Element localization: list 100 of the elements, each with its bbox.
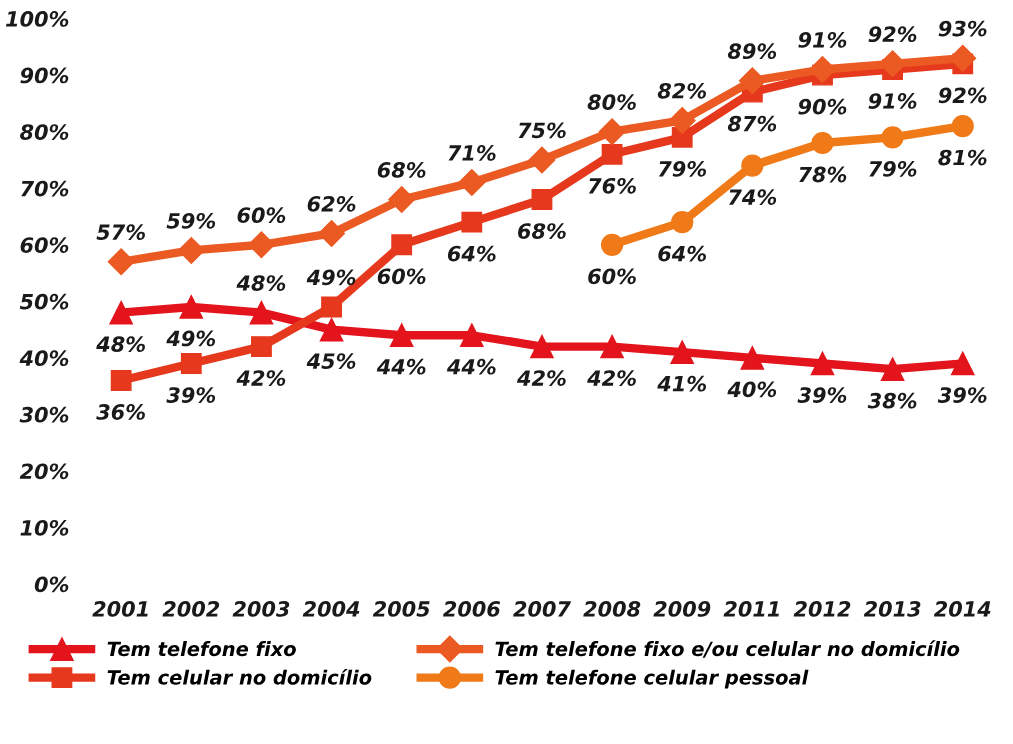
data-label: 49% xyxy=(306,269,356,286)
data-label: 40% xyxy=(727,381,777,398)
x-tick-label: 2009 xyxy=(653,601,711,617)
point xyxy=(740,346,765,370)
data-label: 91% xyxy=(868,93,917,109)
data-label: 79% xyxy=(869,160,917,177)
data-label: 48% xyxy=(96,336,145,353)
legend-label: Tem telefone celular pessoal xyxy=(495,669,809,689)
point xyxy=(949,44,977,72)
y-tick-label: 10% xyxy=(20,519,69,536)
x-tick-label: 2004 xyxy=(302,601,360,617)
point xyxy=(671,211,694,234)
data-label: 93% xyxy=(938,20,987,37)
data-label: 78% xyxy=(799,166,847,183)
data-label: 64% xyxy=(658,245,706,262)
y-tick-label: 90% xyxy=(20,67,69,84)
data-label: 42% xyxy=(587,370,636,386)
data-label: 71% xyxy=(448,145,496,161)
data-label: 60% xyxy=(377,268,426,285)
point xyxy=(461,211,483,233)
legend-label: Tem telefone fixo e/ou celular no domicílio xyxy=(495,640,960,658)
x-tick-label: 2008 xyxy=(583,601,641,617)
point xyxy=(741,154,764,177)
data-label: 91% xyxy=(798,32,847,48)
point xyxy=(251,336,272,357)
data-label: 49% xyxy=(166,330,216,347)
point xyxy=(601,143,623,165)
point xyxy=(810,351,835,376)
point xyxy=(249,300,274,325)
legend-label: Tem telefone fixo xyxy=(107,641,296,657)
point xyxy=(598,118,626,146)
data-label: 76% xyxy=(588,177,636,194)
data-label: 38% xyxy=(867,392,917,409)
x-tick-label: 2011 xyxy=(723,601,779,617)
data-label: 82% xyxy=(657,82,706,99)
point xyxy=(670,340,695,365)
point xyxy=(811,131,834,155)
point xyxy=(319,317,344,342)
y-tick-label: 30% xyxy=(19,406,69,423)
point xyxy=(107,248,135,276)
y-tick-label: 20% xyxy=(19,463,69,480)
data-label: 42% xyxy=(517,370,566,386)
point xyxy=(460,323,484,348)
point xyxy=(600,334,624,359)
x-tick-label: 2014 xyxy=(933,601,991,617)
data-label: 60% xyxy=(588,268,636,285)
point xyxy=(109,300,133,325)
x-tick-label: 2003 xyxy=(232,601,290,617)
y-tick-label: 50% xyxy=(19,293,69,310)
point xyxy=(738,67,766,95)
data-label: 39% xyxy=(166,387,216,403)
point xyxy=(528,146,556,174)
data-label: 80% xyxy=(587,94,636,110)
data-label: 87% xyxy=(727,115,777,132)
point xyxy=(458,169,486,197)
point xyxy=(950,351,975,376)
data-label: 48% xyxy=(236,275,286,291)
point xyxy=(600,233,624,256)
data-label: 59% xyxy=(166,212,216,229)
data-label: 39% xyxy=(797,387,847,403)
data-label: 42% xyxy=(236,370,286,386)
x-tick-label: 2013 xyxy=(863,601,921,617)
point xyxy=(247,231,275,259)
y-tick-label: 60% xyxy=(20,237,69,254)
data-label: 39% xyxy=(937,387,987,403)
point xyxy=(177,236,205,264)
data-label: 44% xyxy=(376,358,426,375)
x-tick-label: 2001 xyxy=(92,601,148,617)
point xyxy=(321,296,342,318)
data-label: 68% xyxy=(518,223,566,239)
x-tick-label: 2007 xyxy=(513,601,571,617)
x-tick-label: 2012 xyxy=(793,601,851,617)
point xyxy=(389,323,414,348)
y-tick-label: 0% xyxy=(34,576,69,593)
data-label: 68% xyxy=(377,162,426,178)
point xyxy=(951,114,974,138)
point xyxy=(530,334,554,359)
data-label: 90% xyxy=(798,98,847,115)
point xyxy=(881,126,904,149)
data-label: 57% xyxy=(96,224,145,241)
point xyxy=(531,189,553,210)
y-tick-label: 80% xyxy=(20,124,69,140)
x-tick-label: 2005 xyxy=(372,601,430,617)
legend-label: Tem celular no domicílio xyxy=(107,668,372,685)
point xyxy=(880,357,905,381)
data-label: 92% xyxy=(868,26,917,43)
y-tick-label: 70% xyxy=(21,180,69,197)
point xyxy=(318,220,346,247)
point xyxy=(388,186,416,214)
data-label: 36% xyxy=(96,404,145,420)
data-label: 75% xyxy=(518,122,566,139)
point xyxy=(391,234,413,256)
data-label: 41% xyxy=(657,375,706,392)
data-label: 79% xyxy=(658,160,706,177)
point xyxy=(668,106,696,134)
y-tick-label: 100% xyxy=(5,11,69,27)
data-label: 62% xyxy=(307,195,356,212)
data-label: 89% xyxy=(727,43,777,60)
point xyxy=(179,295,204,319)
point xyxy=(809,56,836,83)
